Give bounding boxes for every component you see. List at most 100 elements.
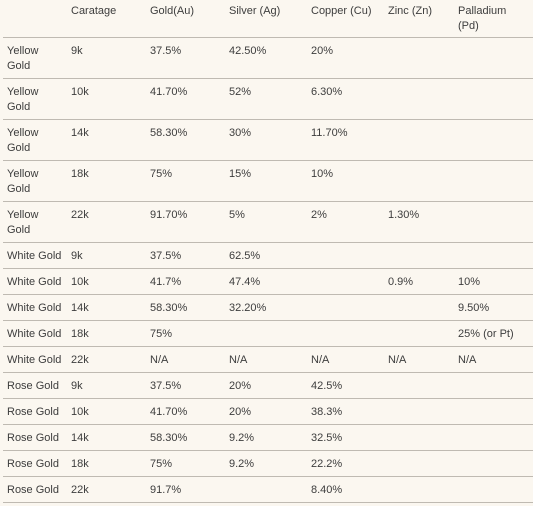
cell-type: White Gold <box>3 242 67 269</box>
table-row: Yellow Gold 22k 91.70% 5% 2% 1.30% <box>3 201 533 243</box>
table-row: Rose Gold 22k 91.7% 8.40% <box>3 476 533 503</box>
cell-gold: 75% <box>146 320 225 347</box>
cell-copper: 42.5% <box>307 372 384 399</box>
cell-palladium <box>454 450 533 477</box>
cell-zinc <box>384 398 454 425</box>
cell-silver: 15% <box>225 160 307 202</box>
cell-copper: 11.70% <box>307 119 384 161</box>
cell-zinc <box>384 424 454 451</box>
cell-zinc <box>384 78 454 120</box>
cell-copper: 22.2% <box>307 450 384 477</box>
cell-copper <box>307 294 384 321</box>
cell-caratage: 10k <box>67 398 146 425</box>
cell-gold: 58.30% <box>146 294 225 321</box>
cell-copper: 2% <box>307 201 384 243</box>
cell-caratage: 22k <box>67 346 146 373</box>
cell-copper: 10% <box>307 160 384 202</box>
table-row: Yellow Gold 10k 41.70% 52% 6.30% <box>3 78 533 120</box>
cell-gold: 37.5% <box>146 37 225 79</box>
cell-copper <box>307 320 384 347</box>
cell-copper <box>307 242 384 269</box>
table-row: White Gold 22k N/A N/A N/A N/A N/A <box>3 346 533 373</box>
cell-gold: 58.30% <box>146 424 225 451</box>
cell-caratage: 14k <box>67 424 146 451</box>
header-cell-gold: Gold(Au) <box>146 0 225 38</box>
cell-silver: 9.2% <box>225 450 307 477</box>
cell-gold: 41.70% <box>146 398 225 425</box>
table-row: Yellow Gold 14k 58.30% 30% 11.70% <box>3 119 533 161</box>
cell-gold: 37.5% <box>146 242 225 269</box>
cell-caratage: 14k <box>67 294 146 321</box>
cell-caratage: 10k <box>67 78 146 120</box>
cell-silver: 5% <box>225 201 307 243</box>
cell-silver <box>225 476 307 503</box>
cell-caratage: 18k <box>67 160 146 202</box>
cell-zinc <box>384 37 454 79</box>
cell-caratage: 14k <box>67 119 146 161</box>
cell-gold: 58.30% <box>146 119 225 161</box>
table-row: Rose Gold 10k 41.70% 20% 38.3% <box>3 398 533 425</box>
cell-caratage: 9k <box>67 372 146 399</box>
cell-palladium <box>454 160 533 202</box>
cell-type: Yellow Gold <box>3 78 67 120</box>
cell-caratage: 10k <box>67 268 146 295</box>
cell-gold: 75% <box>146 450 225 477</box>
cell-palladium <box>454 424 533 451</box>
table-row: White Gold 10k 41.7% 47.4% 0.9% 10% <box>3 268 533 295</box>
cell-zinc: 1.30% <box>384 201 454 243</box>
cell-silver <box>225 320 307 347</box>
cell-palladium <box>454 201 533 243</box>
cell-gold: 91.7% <box>146 476 225 503</box>
cell-palladium <box>454 78 533 120</box>
cell-silver: 47.4% <box>225 268 307 295</box>
cell-type: Yellow Gold <box>3 201 67 243</box>
header-cell-caratage: Caratage <box>67 0 146 38</box>
cell-type: Yellow Gold <box>3 119 67 161</box>
table-row: White Gold 9k 37.5% 62.5% <box>3 242 533 269</box>
cell-copper: 8.40% <box>307 476 384 503</box>
cell-palladium: N/A <box>454 346 533 373</box>
cell-zinc <box>384 450 454 477</box>
header-cell-palladium: Palladium (Pd) <box>454 0 533 38</box>
cell-zinc <box>384 242 454 269</box>
cell-zinc <box>384 294 454 321</box>
cell-gold: 91.70% <box>146 201 225 243</box>
table-row: Yellow Gold 18k 75% 15% 10% <box>3 160 533 202</box>
cell-zinc <box>384 160 454 202</box>
cell-zinc: 0.9% <box>384 268 454 295</box>
cell-copper: 20% <box>307 37 384 79</box>
cell-zinc <box>384 372 454 399</box>
table-row: White Gold 14k 58.30% 32.20% 9.50% <box>3 294 533 321</box>
cell-gold: 75% <box>146 160 225 202</box>
cell-silver: 9.2% <box>225 424 307 451</box>
cell-type: Rose Gold <box>3 398 67 425</box>
cell-silver: 20% <box>225 398 307 425</box>
cell-silver: N/A <box>225 346 307 373</box>
cell-copper: 6.30% <box>307 78 384 120</box>
cell-palladium <box>454 37 533 79</box>
cell-type: Rose Gold <box>3 372 67 399</box>
header-cell-zinc: Zinc (Zn) <box>384 0 454 38</box>
table-row: White Gold 18k 75% 25% (or Pt) <box>3 320 533 347</box>
cell-copper: 32.5% <box>307 424 384 451</box>
cell-copper: N/A <box>307 346 384 373</box>
cell-palladium <box>454 242 533 269</box>
cell-type: Rose Gold <box>3 476 67 503</box>
cell-type: White Gold <box>3 320 67 347</box>
cell-copper: 38.3% <box>307 398 384 425</box>
cell-palladium <box>454 119 533 161</box>
gold-alloy-composition-table: Caratage Gold(Au) Silver (Ag) Copper (Cu… <box>3 0 533 503</box>
cell-caratage: 22k <box>67 201 146 243</box>
cell-palladium <box>454 476 533 503</box>
cell-silver: 42.50% <box>225 37 307 79</box>
cell-silver: 62.5% <box>225 242 307 269</box>
header-cell-silver: Silver (Ag) <box>225 0 307 38</box>
cell-type: Rose Gold <box>3 424 67 451</box>
cell-zinc: N/A <box>384 346 454 373</box>
cell-gold: 41.7% <box>146 268 225 295</box>
cell-type: White Gold <box>3 268 67 295</box>
table-header-row: Caratage Gold(Au) Silver (Ag) Copper (Cu… <box>3 0 533 38</box>
cell-copper <box>307 268 384 295</box>
cell-zinc <box>384 476 454 503</box>
table-row: Rose Gold 9k 37.5% 20% 42.5% <box>3 372 533 399</box>
